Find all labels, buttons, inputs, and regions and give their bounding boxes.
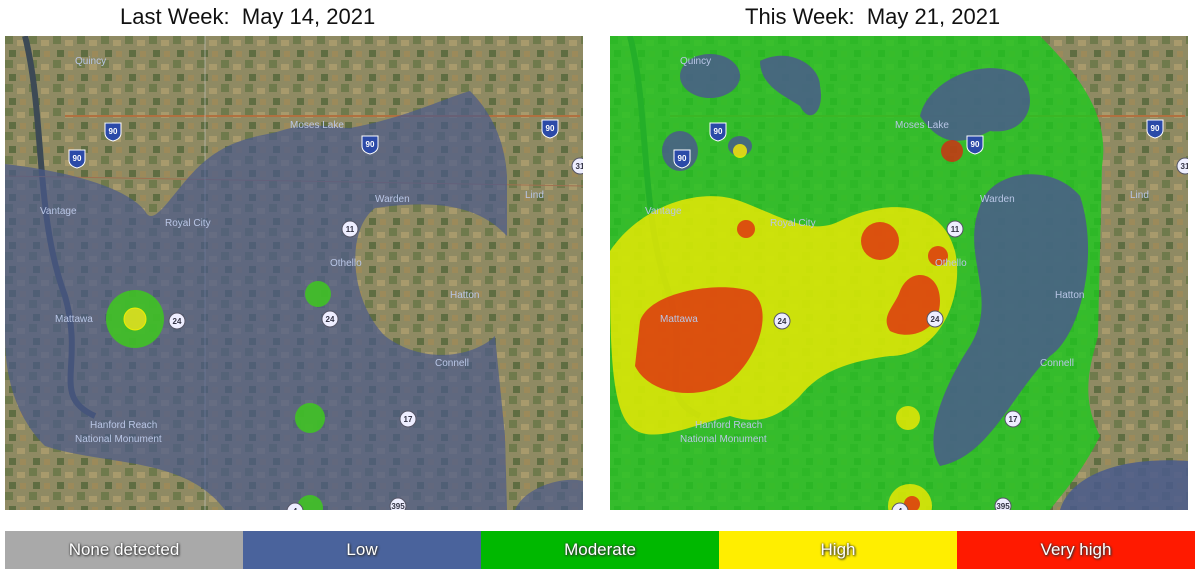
road-shield-label: 31 — [1181, 162, 1188, 171]
place-label: Mattawa — [660, 314, 698, 325]
road-shield-us: 395 — [389, 497, 407, 510]
road-shield-interstate: 90 — [104, 122, 122, 142]
legend-very-high: Very high — [957, 531, 1195, 569]
road-shield-state: 17 — [1004, 410, 1022, 428]
road-shield-label: 90 — [714, 127, 723, 136]
this-week-title: This Week: May 21, 2021 — [745, 4, 1001, 29]
road-shield-label: 395 — [996, 502, 1010, 510]
road-shield-label: 11 — [951, 225, 960, 234]
place-label: Connell — [1040, 358, 1074, 369]
place-label: Hatton — [450, 290, 479, 301]
road-shield-label: 90 — [73, 154, 82, 163]
last-week-title: Last Week: May 14, 2021 — [120, 4, 376, 29]
place-label: Othello — [330, 258, 362, 269]
place-label: Royal City — [165, 218, 211, 229]
place-label: Moses Lake — [895, 120, 949, 131]
place-label: Vantage — [40, 206, 77, 217]
place-label: Lind — [1130, 190, 1149, 201]
road-shield-state: 24 — [321, 310, 339, 328]
road-shield-interstate: 90 — [361, 135, 379, 155]
road-shield-state: 11 — [341, 220, 359, 238]
legend-none-detected: None detected — [5, 531, 243, 569]
place-label: National Monument — [75, 434, 162, 445]
low-zone — [5, 91, 507, 510]
place-label: Warden — [980, 194, 1015, 205]
place-label: Warden — [375, 194, 410, 205]
road-shield-label: 24 — [778, 317, 787, 326]
road-shield-label: 31 — [576, 162, 583, 171]
road-shield-interstate: 90 — [709, 122, 727, 142]
legend-low: Low — [243, 531, 481, 569]
road-shield-us: 395 — [994, 497, 1012, 510]
road-shield-label: 17 — [1009, 415, 1018, 424]
road-shield-state: 24 — [926, 310, 944, 328]
low-zones — [662, 54, 1188, 510]
risk-legend: None detected Low Moderate High Very hig… — [5, 531, 1195, 569]
road-shield-interstate: 90 — [966, 135, 984, 155]
road-shield-label: 4 — [898, 507, 903, 510]
road-shield-state: 24 — [773, 312, 791, 330]
place-label: Hatton — [1055, 290, 1084, 301]
place-label: Hanford Reach — [90, 420, 157, 431]
map-this-week[interactable]: Quincy Moses Lake Vantage Royal City Warden L… — [610, 36, 1188, 510]
road-shield-us: 4 — [286, 502, 304, 510]
road-shield-label: 90 — [971, 140, 980, 149]
very-high-zones — [635, 140, 963, 510]
road-shield-label: 11 — [346, 225, 355, 234]
road-shield-label: 90 — [546, 124, 555, 133]
place-label: Mattawa — [55, 314, 93, 325]
road-shield-label: 90 — [1151, 124, 1160, 133]
place-label: Moses Lake — [290, 120, 344, 131]
road-shield-interstate: 90 — [1146, 119, 1164, 139]
road-shield-state: 31 — [1176, 157, 1188, 175]
road-shield-label: 17 — [404, 415, 413, 424]
legend-high: High — [719, 531, 957, 569]
road-shield-label: 395 — [391, 502, 405, 510]
road-shield-us: 4 — [891, 502, 909, 510]
legend-moderate: Moderate — [481, 531, 719, 569]
place-label: Othello — [935, 258, 967, 269]
place-label: Hanford Reach — [695, 420, 762, 431]
road-shield-state: 31 — [571, 157, 583, 175]
place-label: Vantage — [645, 206, 682, 217]
place-label: Lind — [525, 190, 544, 201]
map-last-week[interactable]: Quincy Moses Lake Vantage Royal City Warden L… — [5, 36, 583, 510]
road-shield-state: 17 — [399, 410, 417, 428]
road-shield-interstate: 90 — [673, 149, 691, 169]
road-shield-label: 24 — [931, 315, 940, 324]
road-shield-state: 11 — [946, 220, 964, 238]
road-shield-interstate: 90 — [68, 149, 86, 169]
place-label: Quincy — [680, 56, 711, 67]
road-shield-label: 24 — [326, 315, 335, 324]
road-shield-label: 90 — [109, 127, 118, 136]
road-shield-label: 90 — [366, 140, 375, 149]
road-shield-state: 24 — [168, 312, 186, 330]
road-shield-label: 24 — [173, 317, 182, 326]
low-zone — [515, 479, 583, 510]
road-shield-label: 90 — [678, 154, 687, 163]
place-label: National Monument — [680, 434, 767, 445]
place-label: Royal City — [770, 218, 816, 229]
place-label: Connell — [435, 358, 469, 369]
road-shield-label: 4 — [293, 507, 298, 510]
place-label: Quincy — [75, 56, 106, 67]
moderate-hotspots — [106, 281, 331, 510]
road-shield-interstate: 90 — [541, 119, 559, 139]
